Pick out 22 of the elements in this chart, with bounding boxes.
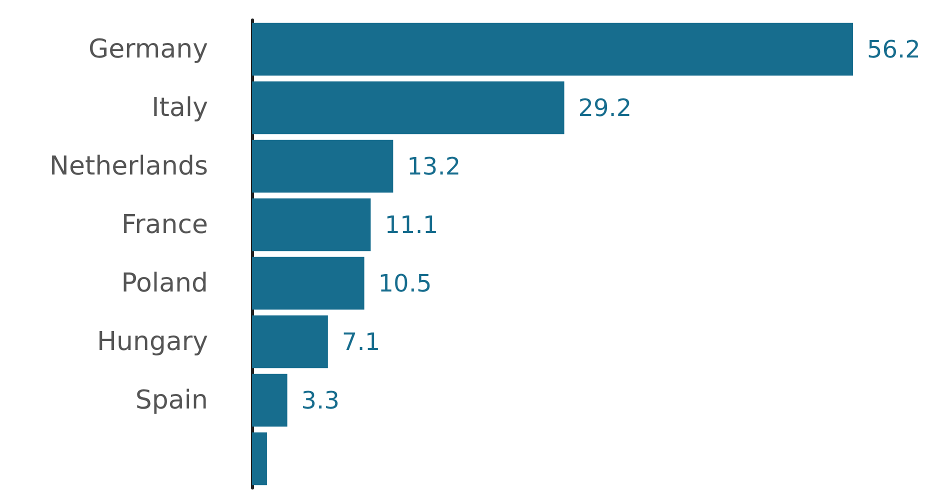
bar bbox=[252, 22, 853, 76]
y-tick-label: Netherlands bbox=[50, 151, 208, 182]
data-label: 3.3 bbox=[301, 386, 340, 414]
bar bbox=[252, 374, 288, 427]
data-label: 7.1 bbox=[342, 328, 380, 356]
bar bbox=[252, 140, 394, 193]
bar bbox=[252, 256, 364, 310]
data-label: 11.1 bbox=[384, 210, 438, 239]
bar bbox=[252, 81, 564, 134]
y-tick-label: Hungary bbox=[96, 326, 208, 357]
y-tick-label: Germany bbox=[88, 34, 208, 64]
data-label: 56.2 bbox=[867, 35, 920, 64]
data-label: 13.2 bbox=[407, 152, 461, 180]
y-tick-label: France bbox=[122, 210, 208, 240]
bar bbox=[252, 198, 371, 252]
y-tick-label: Spain bbox=[135, 385, 208, 416]
data-label: 10.5 bbox=[378, 269, 432, 298]
y-tick-label: Italy bbox=[152, 92, 208, 123]
y-tick-label: Poland bbox=[121, 268, 208, 298]
data-label: 29.2 bbox=[578, 94, 632, 122]
bar bbox=[252, 432, 267, 486]
bar bbox=[252, 315, 328, 368]
